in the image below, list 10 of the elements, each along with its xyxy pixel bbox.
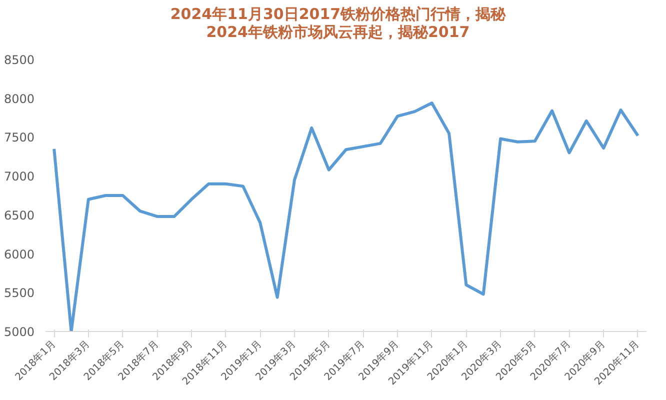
chart-title: 2024年11月30日2017铁粉价格热门行情，揭秘2024年铁粉市场风云再起，揭秘2017: [169, 5, 507, 41]
y-tick-label: 8500: [4, 53, 35, 67]
y-tick-label: 5500: [4, 286, 35, 300]
y-tick-label: 6500: [4, 208, 35, 222]
y-tick-label: 6000: [4, 247, 35, 262]
y-tick-label: 8000: [4, 92, 35, 106]
y-tick-label: 5000: [4, 325, 35, 339]
line-series: [52, 102, 640, 332]
y-tick-label: 7000: [4, 170, 35, 184]
y-tick-label: 7500: [4, 130, 35, 145]
